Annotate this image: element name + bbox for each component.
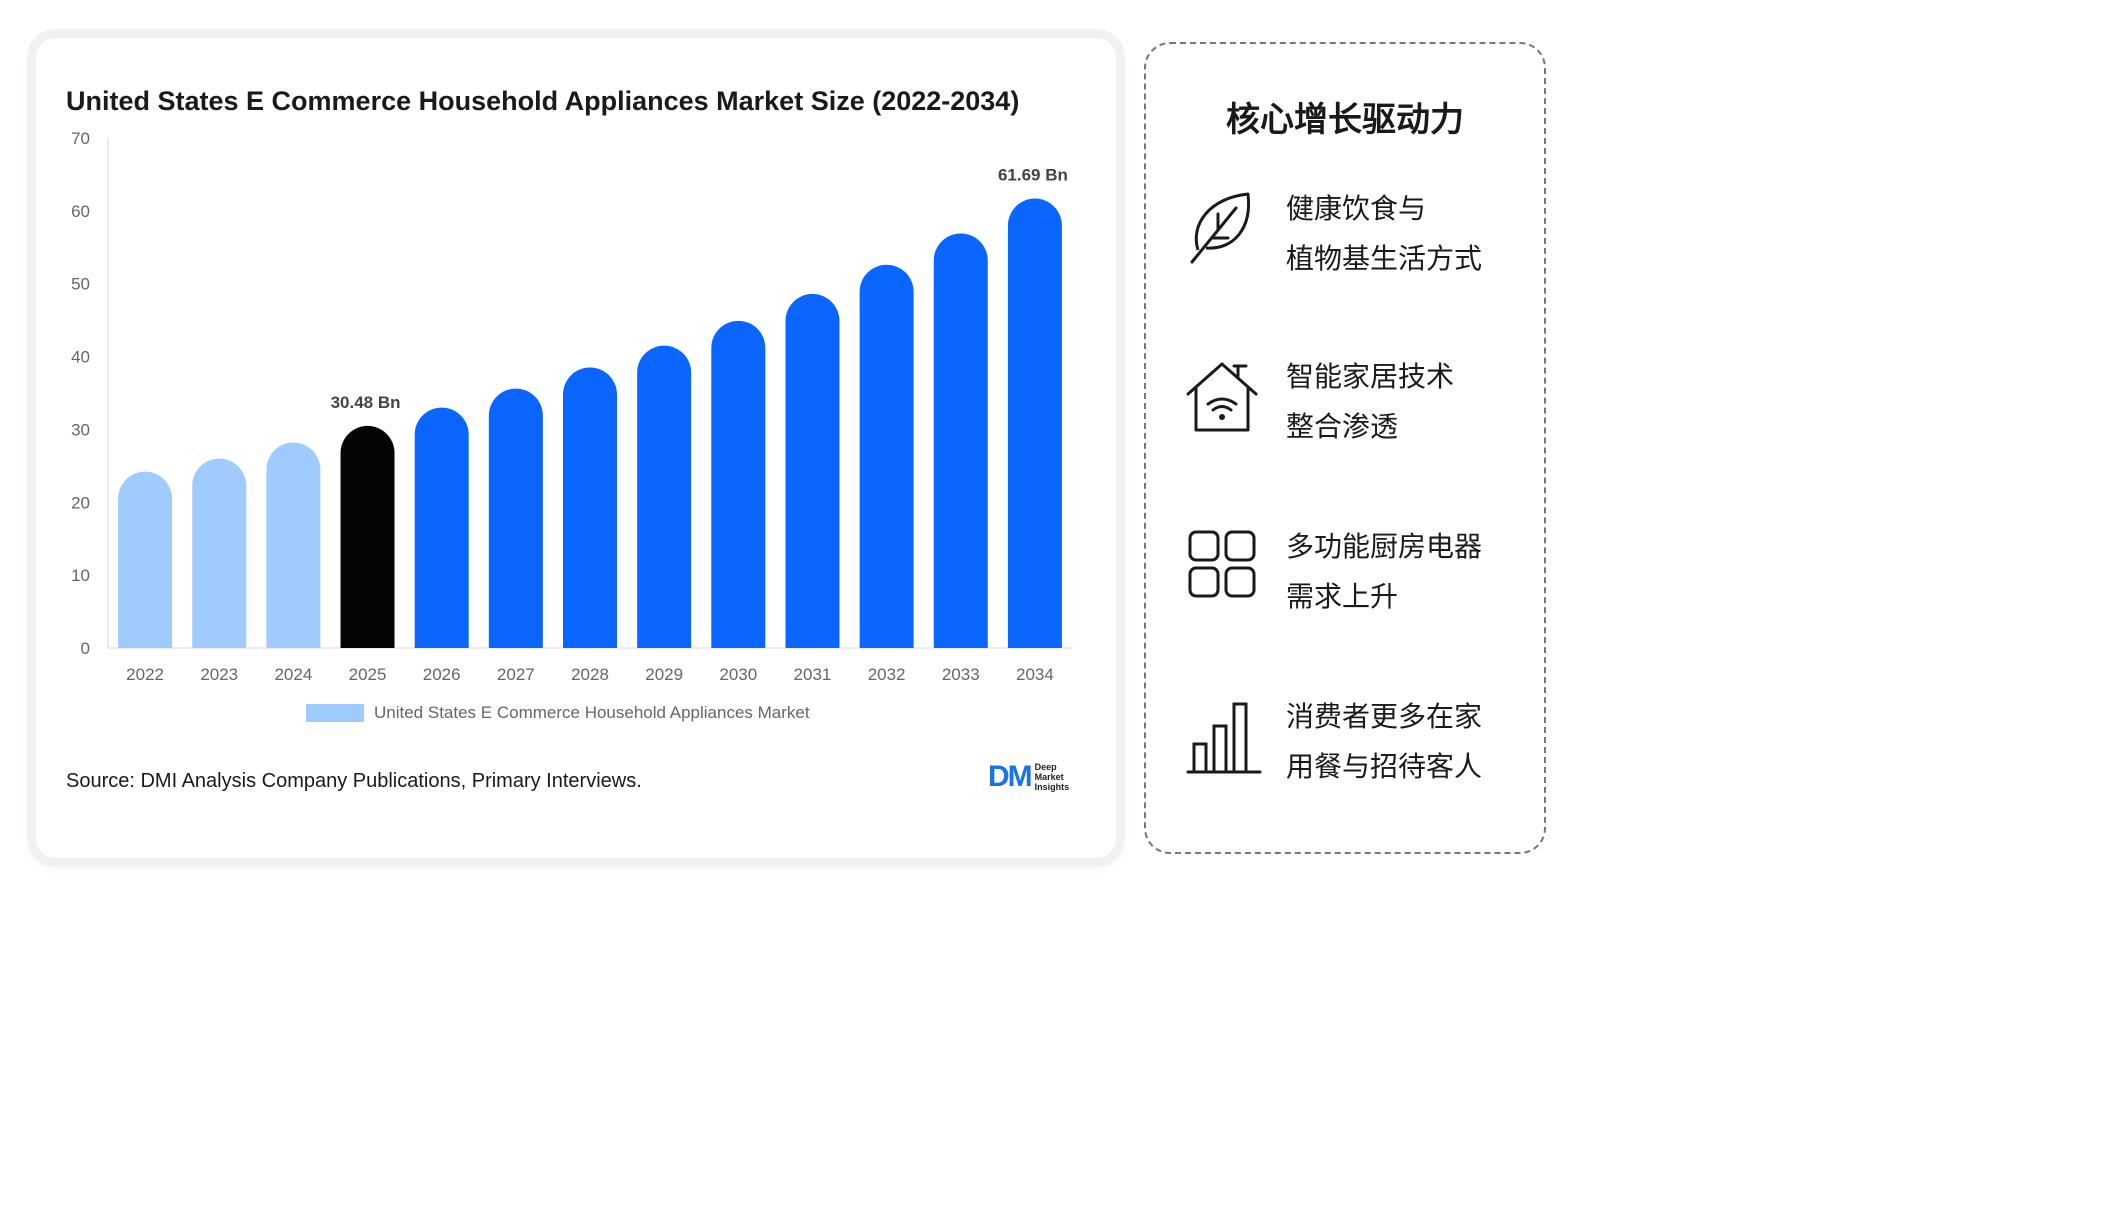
- driver-line-2: 整合渗透: [1286, 410, 1399, 443]
- y-tick-label: 60: [71, 202, 90, 221]
- driver-item-kitchen-appliances: 多功能厨房电器 需求上升: [1184, 522, 1544, 632]
- bar-chart-icon: [1186, 702, 1262, 774]
- x-tick-label: 2034: [1016, 665, 1054, 684]
- y-tick-label: 50: [71, 275, 90, 294]
- bar-2022: [118, 471, 173, 648]
- bar-2025: [340, 425, 395, 648]
- driver-line-2: 植物基生活方式: [1286, 242, 1483, 275]
- bar-2031: [785, 293, 840, 648]
- data-label-2025: 30.48 Bn: [331, 393, 401, 412]
- x-tick-label: 2026: [423, 665, 461, 684]
- driver-line-1: 智能家居技术: [1286, 360, 1455, 393]
- driver-item-smart-home: 智能家居技术 整合渗透: [1184, 352, 1544, 462]
- bar-2033: [933, 233, 988, 648]
- growth-drivers-panel: 核心增长驱动力 健康饮食与 植物基生活方式 智能家居技术 整合渗透: [1144, 42, 1546, 854]
- bar-2026: [414, 407, 469, 648]
- logo-line-3: Insights: [1034, 782, 1070, 792]
- bar-2023: [192, 458, 247, 648]
- bar-2032: [859, 264, 914, 648]
- logo-line-2: Market: [1034, 772, 1064, 782]
- logo-line-1: Deep: [1034, 762, 1057, 772]
- legend-swatch: [306, 704, 364, 722]
- driver-item-healthy-diet: 健康饮食与 植物基生活方式: [1184, 184, 1544, 294]
- source-note: Source: DMI Analysis Company Publication…: [66, 770, 642, 792]
- grid-apps-icon: [1188, 530, 1256, 598]
- chart-card: 0 10 20 30 40 50 60 70 2022 2023 2024 2025 2026 2027 2…: [36, 38, 1116, 858]
- leaf-icon: [1190, 192, 1251, 264]
- legend-label: United States E Commerce Household Appli…: [374, 703, 810, 722]
- x-tick-label: 2027: [497, 665, 535, 684]
- y-tick-label: 0: [81, 639, 90, 658]
- x-tick-label: 2023: [200, 665, 238, 684]
- driver-line-2: 用餐与招待客人: [1286, 750, 1483, 783]
- x-tick-label: 2032: [868, 665, 906, 684]
- x-tick-label: 2028: [571, 665, 609, 684]
- x-tick-label: 2031: [794, 665, 832, 684]
- driver-line-1: 消费者更多在家: [1286, 700, 1483, 733]
- bar-2034: [1007, 198, 1062, 648]
- x-tick-label: 2025: [349, 665, 387, 684]
- driver-line-1: 健康饮食与: [1286, 192, 1427, 225]
- driver-text: 健康饮食与 植物基生活方式: [1286, 184, 1526, 284]
- driver-text: 多功能厨房电器 需求上升: [1286, 522, 1526, 622]
- logo-text: Deep Market Insights: [1035, 762, 1070, 792]
- driver-text: 消费者更多在家 用餐与招待客人: [1286, 692, 1526, 792]
- drivers-title: 核心增长驱动力: [1226, 100, 1464, 140]
- y-tick-label: 10: [71, 566, 90, 585]
- x-tick-label: 2033: [942, 665, 980, 684]
- smart-home-icon: [1186, 362, 1258, 432]
- logo-mark: DM: [988, 760, 1033, 793]
- driver-text: 智能家居技术 整合渗透: [1286, 352, 1526, 452]
- x-tick-label: 2022: [126, 665, 164, 684]
- driver-line-1: 多功能厨房电器: [1286, 530, 1483, 563]
- bar-2027: [488, 388, 543, 648]
- y-tick-label: 40: [71, 348, 90, 367]
- x-tick-label: 2029: [645, 665, 683, 684]
- chart-title: United States E Commerce Household Appli…: [66, 86, 1020, 116]
- bar-2029: [637, 345, 692, 648]
- bar-2030: [711, 320, 766, 648]
- bar-2028: [563, 367, 617, 648]
- data-label-2034: 61.69 Bn: [998, 166, 1068, 185]
- driver-line-2: 需求上升: [1286, 580, 1399, 613]
- driver-item-home-dining: 消费者更多在家 用餐与招待客人: [1184, 692, 1544, 802]
- x-tick-label: 2030: [719, 665, 757, 684]
- bar-2024: [266, 442, 321, 648]
- dmi-logo: DM Deep Market Insights: [988, 760, 1070, 793]
- y-tick-label: 30: [71, 420, 90, 439]
- chart-legend: United States E Commerce Household Appli…: [306, 703, 810, 723]
- y-tick-label: 20: [71, 493, 90, 512]
- x-tick-label: 2024: [274, 665, 312, 684]
- y-tick-label: 70: [71, 129, 90, 148]
